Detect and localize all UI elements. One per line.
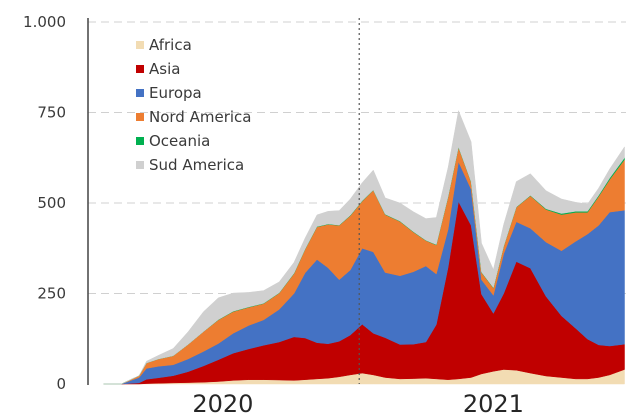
legend-swatch-oceania [136, 137, 144, 145]
legend: Africa Asia Europa Nord America Oceania Sud A… [136, 36, 251, 174]
area-sud-america [103, 109, 625, 385]
x-year-label: 2021 [463, 390, 524, 417]
y-tick-label: 0 [56, 375, 66, 393]
legend-swatch-nord-america [136, 113, 144, 121]
y-tick-labels: 0 250 500 750 1.000 [23, 13, 66, 393]
legend-swatch-sud-america [136, 161, 144, 169]
legend-swatch-africa [136, 41, 144, 49]
area-series [103, 109, 625, 385]
y-tick-label: 250 [37, 285, 66, 303]
legend-label-africa: Africa [149, 36, 192, 54]
legend-swatch-asia [136, 65, 144, 73]
y-tick-label: 500 [37, 194, 66, 212]
legend-label-sud-america: Sud America [149, 156, 244, 174]
legend-swatch-europa [136, 89, 144, 97]
x-year-label: 2020 [192, 390, 253, 417]
legend-label-nord-america: Nord America [149, 108, 251, 126]
y-tick-label: 750 [37, 104, 66, 122]
legend-label-europa: Europa [149, 84, 202, 102]
y-tick-label: 1.000 [23, 13, 66, 31]
x-year-labels: 2020 2021 [192, 390, 524, 417]
legend-label-asia: Asia [149, 60, 180, 78]
legend-label-oceania: Oceania [149, 132, 210, 150]
